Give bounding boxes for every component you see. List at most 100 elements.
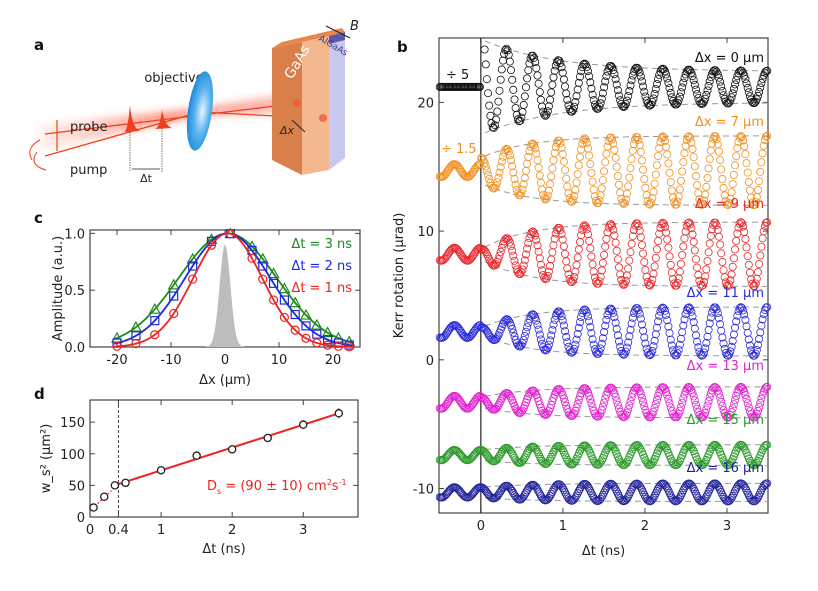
data-point [690, 80, 699, 89]
data-point [543, 191, 552, 200]
data-point [621, 100, 630, 109]
data-point [680, 315, 689, 324]
y-tick-label: -10 [413, 483, 434, 498]
data-point [522, 166, 531, 175]
data-point [595, 347, 604, 356]
data-point [617, 459, 626, 468]
data-point [741, 75, 750, 84]
data-point [683, 132, 692, 141]
data-point [269, 278, 279, 288]
data-point [482, 166, 491, 175]
data-point [709, 305, 718, 314]
data-point [570, 344, 579, 353]
data-point [546, 95, 555, 104]
data-point [615, 263, 624, 272]
data-point [662, 142, 671, 151]
data-point [620, 199, 629, 208]
data-point [682, 442, 691, 451]
data-point [544, 186, 553, 195]
data-point [524, 238, 533, 247]
data-point [726, 459, 735, 468]
data-point [188, 274, 198, 284]
data-point [677, 334, 686, 343]
data-point [600, 327, 609, 336]
data-point [609, 225, 618, 234]
data-point [531, 58, 540, 67]
data-point [556, 386, 565, 395]
data-point [565, 105, 574, 114]
data-point [625, 332, 634, 341]
delta-x-label: Δx [279, 124, 295, 137]
data-point [290, 325, 300, 335]
delta-x-arrow [291, 119, 306, 133]
data-point [269, 295, 279, 305]
data-point [755, 260, 764, 269]
data-point [584, 312, 593, 321]
data-point [569, 276, 578, 285]
data-point [549, 156, 558, 165]
data-point [759, 227, 768, 236]
data-point [602, 149, 611, 158]
delta-t-label: Δt [140, 172, 153, 185]
data-point [756, 328, 765, 337]
data-point [643, 99, 652, 108]
data-point [679, 78, 688, 87]
data-point [677, 259, 686, 268]
data-point [641, 405, 650, 414]
data-point [741, 315, 750, 324]
data-point [624, 92, 633, 101]
data-point [693, 90, 702, 99]
data-point [582, 63, 591, 72]
data-point [755, 402, 764, 411]
data-point [690, 324, 699, 333]
data-point [592, 277, 601, 286]
data-point [656, 442, 665, 451]
data-point [626, 325, 635, 334]
data-point [481, 60, 490, 69]
data-point [604, 307, 613, 316]
data-point [762, 132, 771, 141]
data-point [704, 325, 713, 334]
data-point [702, 182, 711, 191]
data-point [665, 168, 674, 177]
data-point [757, 486, 766, 495]
data-point [638, 240, 647, 249]
data-point [729, 330, 738, 339]
data-point [701, 408, 710, 417]
data-point [558, 483, 567, 492]
data-point [553, 58, 562, 67]
data-point [508, 246, 517, 255]
data-point [596, 494, 605, 503]
data-point [760, 441, 769, 450]
data-point [129, 320, 142, 332]
data-point [576, 152, 585, 161]
gaas-side-face [272, 42, 302, 175]
data-point [586, 78, 595, 87]
data-point [518, 265, 527, 274]
data-point [695, 459, 704, 468]
data-point [751, 198, 760, 207]
data-point [536, 178, 545, 187]
data-point [206, 240, 217, 250]
data-point [667, 268, 676, 277]
data-point [649, 94, 658, 103]
data-point [578, 442, 587, 451]
data-point [706, 73, 715, 82]
data-point [611, 318, 620, 327]
data-point [150, 330, 160, 340]
data-point [702, 265, 711, 274]
data-point [333, 341, 343, 351]
data-point [635, 443, 644, 452]
data-point [553, 225, 562, 234]
data-point [675, 406, 684, 415]
data-point [721, 411, 730, 420]
data-point [623, 96, 632, 105]
data-point [573, 170, 582, 179]
y-tick-label: 20 [417, 96, 434, 111]
data-point [674, 458, 683, 467]
data-point [650, 336, 659, 345]
data-point [674, 345, 683, 354]
data-point [688, 72, 697, 81]
envelope-upper [484, 40, 769, 72]
data-point [711, 303, 720, 312]
